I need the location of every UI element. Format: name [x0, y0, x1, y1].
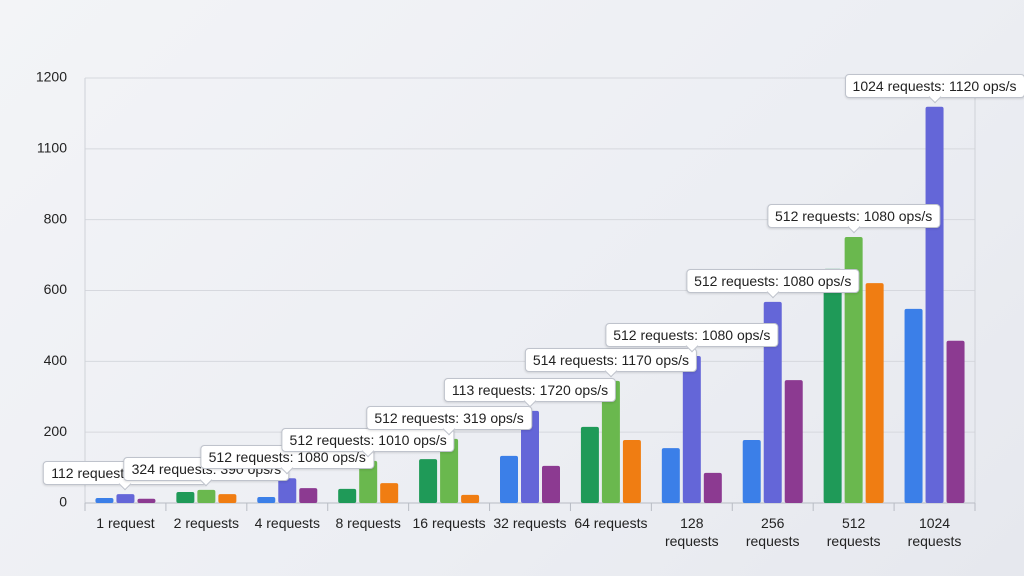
y-tick-label: 600	[44, 281, 68, 297]
y-tick-label: 200	[44, 423, 68, 439]
y-tick-label: 400	[44, 352, 68, 368]
y-tick-label: 1200	[36, 69, 67, 85]
bar	[521, 410, 539, 503]
bar	[763, 301, 782, 503]
x-tick-label: 2 requests	[173, 515, 240, 531]
bar	[137, 498, 156, 503]
bar	[419, 459, 438, 503]
y-tick-label: 0	[59, 494, 67, 510]
y-tick-label: 800	[44, 210, 68, 226]
bar	[844, 237, 863, 504]
bar	[904, 308, 923, 503]
bar	[823, 268, 842, 503]
bar	[440, 438, 459, 503]
x-tick-label: 16 requests	[412, 515, 486, 531]
x-tick-label: 128 requests	[664, 515, 719, 549]
bar	[580, 426, 599, 503]
x-tick-label: 1 request	[96, 515, 155, 531]
bar	[622, 439, 641, 503]
bar	[218, 494, 237, 503]
annotation: 1024 requests: 1120 ops/s	[844, 73, 1024, 98]
annotation: 514 requests: 1170 ops/s	[524, 347, 697, 372]
bar	[197, 489, 216, 503]
bar	[95, 498, 114, 503]
x-tick-label: 256 requests	[745, 515, 800, 549]
bar	[500, 455, 518, 503]
bar	[116, 494, 135, 503]
x-tick-label: 32 requests	[493, 515, 567, 531]
x-tick-label: 8 requests	[335, 515, 401, 531]
bar	[661, 448, 680, 503]
bar	[865, 283, 884, 503]
bar	[278, 478, 297, 503]
y-tick-label: 1100	[37, 140, 67, 156]
bar	[461, 494, 480, 503]
bar	[742, 439, 761, 503]
x-tick-label: 4 requests	[254, 515, 320, 531]
bar	[380, 483, 399, 503]
bar	[925, 106, 944, 503]
bar	[946, 340, 965, 503]
bar	[703, 472, 722, 503]
bar	[338, 488, 357, 503]
bar	[359, 460, 378, 503]
x-tick-label: 512 requests	[826, 515, 881, 549]
bar	[299, 488, 318, 503]
x-tick-label: 1024 requests	[907, 515, 962, 549]
bar	[176, 492, 195, 503]
bar	[257, 496, 276, 503]
bar	[784, 380, 803, 503]
bar	[601, 380, 620, 503]
bar	[682, 356, 701, 503]
annotation: 512 requests: 1080 ops/s	[605, 323, 779, 348]
x-tick-label: 64 requests	[574, 515, 648, 531]
bar	[542, 465, 560, 503]
